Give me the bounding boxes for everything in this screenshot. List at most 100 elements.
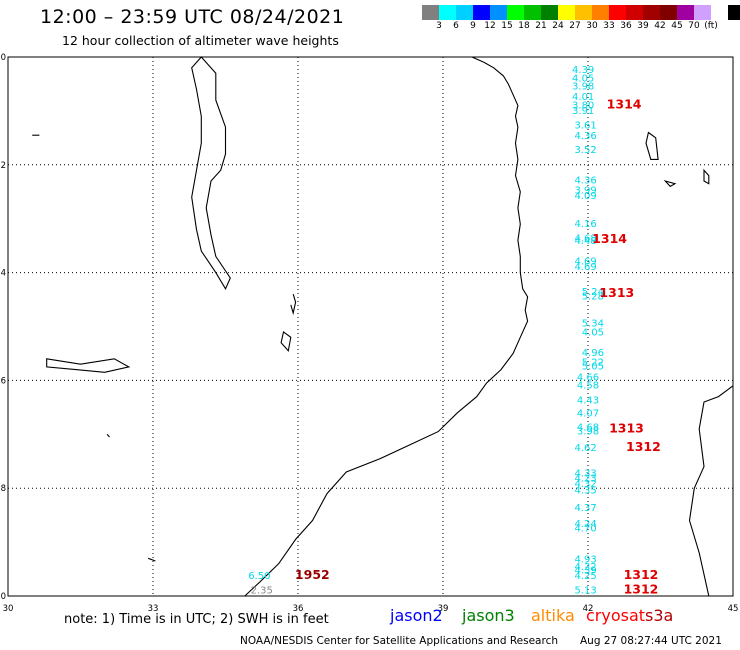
colorbar-label: 12	[484, 21, 496, 31]
colorbar-label: (ft)	[704, 21, 718, 31]
footer-timestamp: Aug 27 08:27:44 UTC 2021	[580, 635, 722, 647]
satellite-legend-item: cryosat	[586, 606, 646, 625]
wave-height-label: 4.35	[574, 486, 596, 497]
wave-height-label: 4.39	[574, 565, 596, 576]
colorbar-label: 3	[436, 21, 442, 31]
wave-height-label: 4.48	[574, 236, 596, 247]
coastline-madagascar	[688, 385, 734, 597]
small-feature-3	[148, 557, 156, 562]
x-tick-label: 30	[3, 604, 14, 614]
wave-height-label: 4.62	[574, 443, 596, 454]
wave-height-label: 3.98	[572, 81, 594, 92]
colorbar-swatch	[490, 5, 507, 20]
map-title: 12:00 – 23:59 UTC 08/24/2021	[40, 6, 345, 28]
comoros-moheli	[663, 179, 677, 188]
y-tick-label: -16	[0, 376, 6, 386]
wave-height-label: 4.69	[574, 257, 596, 268]
colorbar-swatch	[422, 5, 439, 20]
colorbar-swatch	[660, 5, 677, 20]
y-tick-label: -10	[0, 53, 6, 63]
wave-height-colorbar	[422, 5, 740, 20]
wave-height-label: 3.61	[574, 121, 596, 132]
wave-height-label: 4.58	[577, 380, 599, 391]
wave-height-label: 4.09	[574, 191, 596, 202]
wave-height-label: 5.24	[582, 287, 604, 298]
colorbar-swatch	[456, 5, 473, 20]
colorbar-label: 18	[518, 21, 530, 31]
pass-number-label: 1312	[624, 581, 659, 596]
wave-height-label: 4.32	[574, 479, 596, 490]
wave-height-label: 5.22	[582, 357, 604, 368]
colorbar-label: 30	[586, 21, 598, 31]
x-tick-label: 33	[148, 604, 159, 614]
colorbar-label: 15	[501, 21, 513, 31]
coastlines	[32, 56, 734, 597]
pass-number-label: 1313	[609, 421, 644, 436]
colorbar-swatch	[439, 5, 456, 20]
colorbar-swatch	[541, 5, 558, 20]
x-tick-label: 36	[293, 604, 304, 614]
coastline-mainland	[244, 56, 529, 597]
wave-height-label: 5.13	[574, 585, 596, 596]
wave-height-label: 6.50	[248, 571, 270, 582]
wave-height-label: 4.16	[574, 219, 596, 230]
colorbar-label: 24	[552, 21, 564, 31]
comoros-anjouan	[703, 168, 710, 185]
footer-credit: NOAA/NESDIS Center for Satellite Applica…	[240, 635, 558, 647]
colorbar-swatch	[558, 5, 575, 20]
wave-height-label: 4.22	[574, 562, 596, 573]
wave-height-label: 4.01	[572, 92, 594, 103]
wave-height-label: 3.80	[572, 101, 594, 112]
lat-lon-grid	[7, 56, 734, 597]
wave-height-label: 4.05	[572, 73, 594, 84]
wave-height-label: 4.33	[574, 468, 596, 479]
y-tick-label: -20	[0, 592, 6, 602]
satellite-legend-item: jason2	[390, 606, 443, 625]
lake-malawi	[191, 56, 231, 290]
wave-height-label: 4.68	[574, 233, 596, 244]
colorbar-label: 9	[470, 21, 476, 31]
x-tick-label: 42	[583, 604, 594, 614]
wave-height-label: 4.25	[574, 571, 596, 582]
wave-height-label: 3.99	[574, 185, 596, 196]
y-tick-label: -18	[0, 484, 6, 494]
colorbar-swatch	[524, 5, 541, 20]
colorbar-swatch	[643, 5, 660, 20]
axis-tick-labels: 30 33 36 39 42 45 -10 -12 -14 -16 -18 -20	[0, 53, 738, 614]
colorbar-label: 39	[637, 21, 649, 31]
y-tick-label: -12	[0, 161, 6, 171]
satellite-legend-item: s3a	[645, 606, 674, 625]
small-feature-2	[106, 433, 110, 438]
wave-height-label: 3.91	[572, 106, 594, 117]
comoros-grande	[645, 131, 659, 160]
wave-height-label: 3.98	[577, 426, 599, 437]
y-tick-label: -14	[0, 269, 6, 279]
x-tick-label: 39	[438, 604, 449, 614]
colorbar-label: 27	[569, 21, 581, 31]
wave-height-label: 4.70	[574, 523, 596, 534]
wave-height-label: 4.43	[577, 396, 599, 407]
pass-number-label: 1952	[295, 567, 330, 582]
wave-height-label: 5.28	[582, 292, 604, 303]
colorbar-swatch	[677, 5, 694, 20]
wave-height-label: 5.05	[582, 362, 604, 373]
colorbar-swatch	[507, 5, 524, 20]
colorbar-label: 21	[535, 21, 547, 31]
wave-height-label: 4.66	[577, 372, 599, 383]
colorbar-label: 33	[603, 21, 615, 31]
lake-small	[290, 294, 297, 316]
wave-height-label: 4.07	[577, 409, 599, 420]
wave-height-labels: 4.394.053.984.013.803.913.614.363.524.36…	[248, 65, 604, 596]
colorbar-label: 70	[688, 21, 700, 31]
colorbar-label: 6	[453, 21, 459, 31]
x-tick-label: 45	[728, 604, 739, 614]
map-subtitle: 12 hour collection of altimeter wave hei…	[62, 33, 339, 48]
wave-height-label: 4.23	[574, 474, 596, 485]
pass-number-label: 1314	[607, 97, 642, 112]
wave-height-label: 4.36	[574, 131, 596, 142]
colorbar-swatch	[592, 5, 609, 20]
colorbar-label: 45	[671, 21, 683, 31]
colorbar-swatch	[728, 5, 740, 20]
colorbar-swatch	[575, 5, 592, 20]
